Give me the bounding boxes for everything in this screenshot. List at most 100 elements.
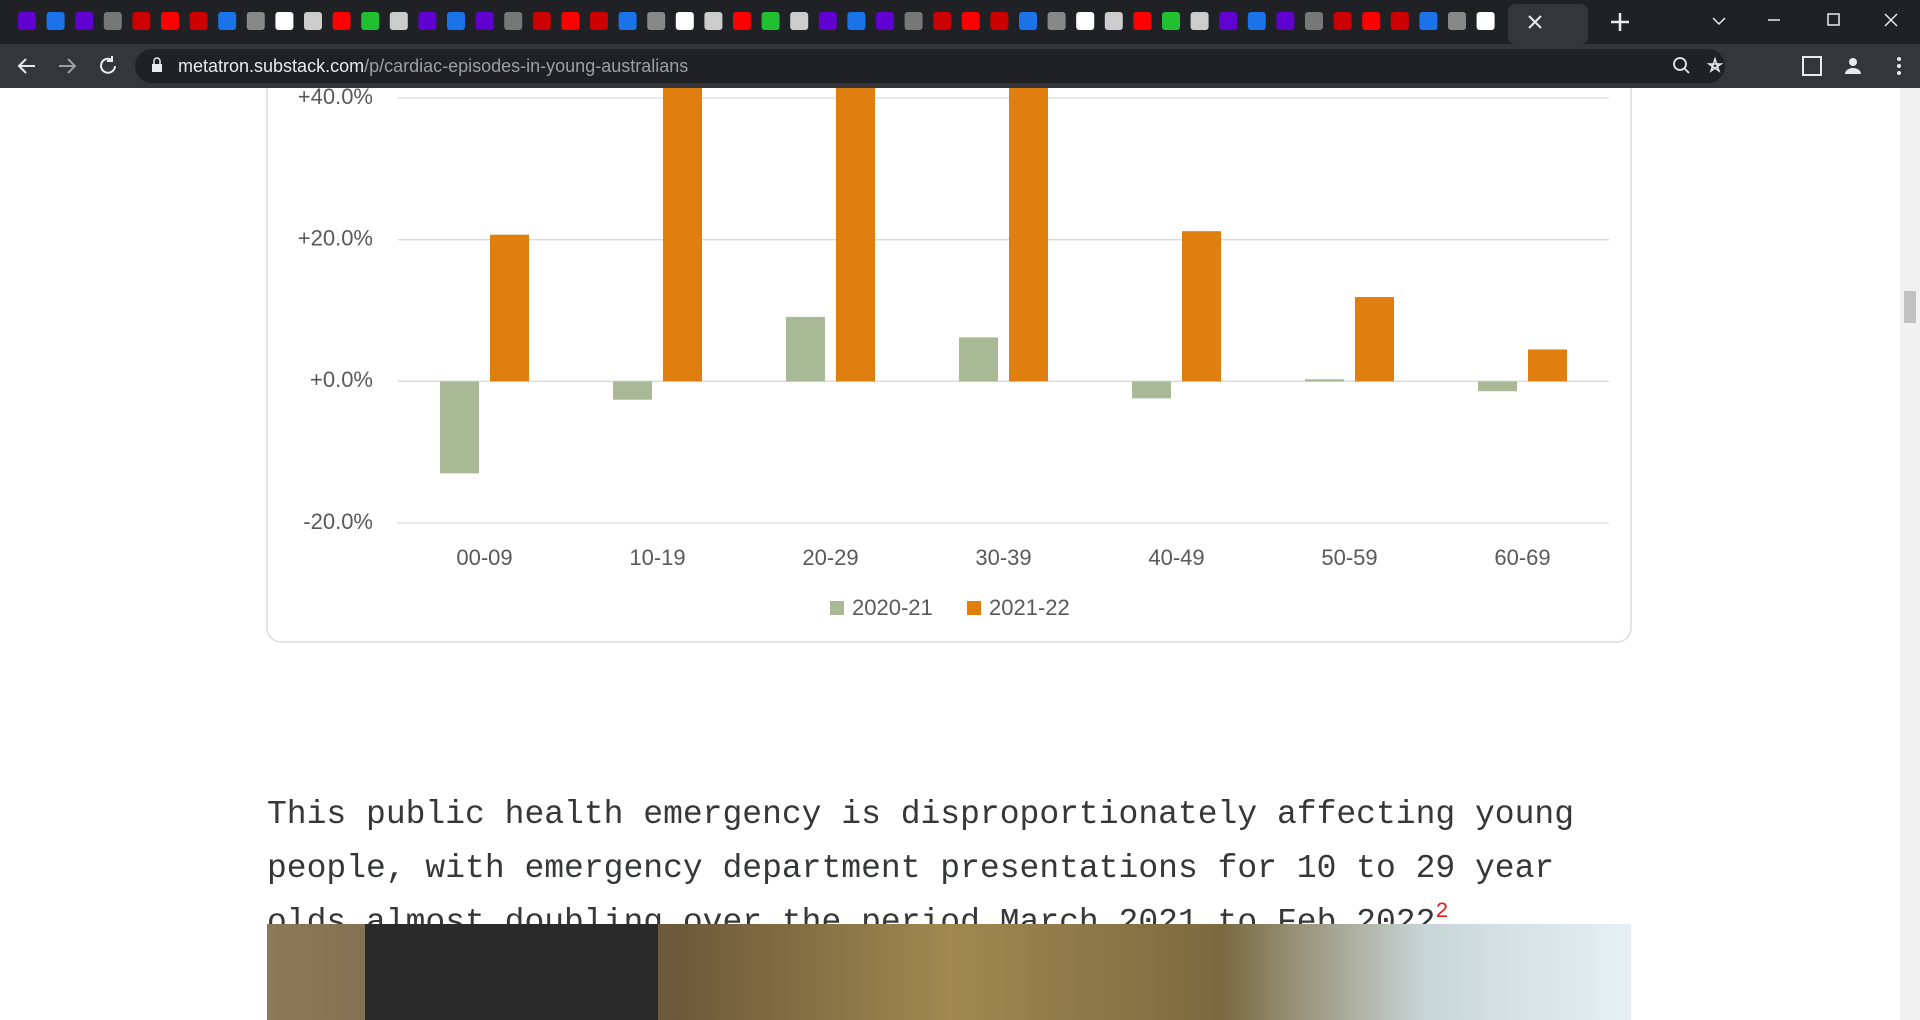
- legend-label: 2021-22: [989, 595, 1070, 620]
- tab-favicon[interactable]: [704, 12, 723, 30]
- url-path: /p/cardiac-episodes-in-young-australians: [364, 56, 689, 76]
- back[interactable]: [17, 58, 35, 74]
- close-window[interactable]: [1884, 13, 1898, 27]
- url[interactable]: metatron.substack.com/p/cardiac-episodes…: [178, 54, 688, 78]
- tab-favicon[interactable]: [990, 12, 1009, 30]
- restore[interactable]: [1827, 13, 1840, 26]
- tab-favicon[interactable]: [1333, 12, 1352, 30]
- tab-favicon[interactable]: [532, 12, 551, 30]
- tab-favicon[interactable]: [132, 12, 151, 30]
- tab-favicon[interactable]: [1476, 12, 1495, 30]
- tab-favicon[interactable]: [246, 12, 265, 30]
- tab-favicon[interactable]: [876, 12, 894, 30]
- tab-favicon[interactable]: [1247, 12, 1266, 30]
- x-tick-label: 60-69: [1494, 545, 1550, 570]
- x-tick-label: 00-09: [456, 545, 512, 570]
- tab-favicon[interactable]: [1305, 12, 1323, 30]
- toolbar-icons: [17, 56, 116, 74]
- active-tab[interactable]: [1508, 4, 1588, 44]
- tab-favicon[interactable]: [790, 12, 809, 30]
- toolbar: metatron.substack.com/p/cardiac-episodes…: [0, 44, 1920, 88]
- tab-favicon[interactable]: [1047, 12, 1066, 30]
- bar: [1009, 88, 1048, 382]
- tab-search[interactable]: [1712, 17, 1726, 26]
- tab-favicon[interactable]: [1162, 12, 1180, 30]
- bar: [786, 316, 825, 382]
- bar: [959, 337, 998, 382]
- omnibox-icons: [152, 56, 1724, 74]
- lock-shackle: [153, 57, 161, 64]
- tab-favicon[interactable]: [818, 12, 837, 30]
- tab-favicon[interactable]: [847, 12, 866, 30]
- legend-label: 2020-21: [852, 595, 933, 620]
- tab-favicon[interactable]: [1019, 12, 1037, 30]
- footnote[interactable]: 2: [1435, 899, 1449, 924]
- tab-favicon[interactable]: [1190, 12, 1209, 30]
- tab-favicon[interactable]: [904, 12, 923, 30]
- bar: [1182, 231, 1221, 382]
- scrollbar[interactable]: [1900, 88, 1920, 1020]
- tab-favicon[interactable]: [1104, 12, 1123, 30]
- tab-favicon[interactable]: [361, 12, 380, 30]
- tab-favicon[interactable]: [332, 12, 351, 30]
- scroll-thumb[interactable]: [1904, 291, 1916, 323]
- tab-favicon[interactable]: [218, 12, 237, 30]
- x-tick-label: 50-59: [1321, 545, 1377, 570]
- tab-favicon[interactable]: [18, 12, 36, 30]
- tab-favicon[interactable]: [275, 12, 294, 30]
- tab-favicon[interactable]: [1076, 12, 1095, 30]
- x-tick-label: 40-49: [1148, 545, 1204, 570]
- x-tick-label: 30-39: [975, 545, 1031, 570]
- tab-favicon[interactable]: [75, 12, 94, 30]
- tab-favicon[interactable]: [1419, 12, 1438, 30]
- tab-favicon[interactable]: [1276, 12, 1295, 30]
- tab-favicon[interactable]: [389, 12, 408, 30]
- bar: [663, 88, 702, 382]
- tab-favicon[interactable]: [161, 12, 179, 30]
- tab-favicon[interactable]: [304, 12, 322, 30]
- star[interactable]: [1706, 56, 1724, 73]
- forward[interactable]: [59, 58, 77, 74]
- tab-strip: [0, 0, 1920, 44]
- tab-favicon[interactable]: [647, 12, 666, 30]
- tab-favicon[interactable]: [961, 12, 980, 30]
- bar: [1355, 297, 1394, 382]
- bar: [1478, 381, 1517, 392]
- tab-favicon[interactable]: [475, 12, 494, 30]
- chart: -20.0% +0.0% +20.0% +40.0% 00-09 10-19 20-29 30…: [266, 88, 1632, 643]
- tab-favicon[interactable]: [418, 12, 437, 30]
- tab-favicon[interactable]: [1219, 12, 1238, 30]
- zoom-handle: [1683, 67, 1690, 74]
- tab-favicon[interactable]: [189, 12, 208, 30]
- header-image: [267, 924, 1631, 1020]
- tab-favicon[interactable]: [733, 12, 751, 30]
- lock[interactable]: [152, 64, 162, 72]
- tab-favicon[interactable]: [103, 12, 122, 30]
- reload[interactable]: [100, 56, 116, 74]
- zoom[interactable]: [1673, 57, 1687, 71]
- new-tab[interactable]: [1611, 13, 1629, 31]
- tab-icons: [18, 4, 1898, 44]
- tab-favicon[interactable]: [590, 12, 608, 30]
- y-tick-label: +0.0%: [310, 367, 373, 392]
- tab-favicon[interactable]: [761, 12, 780, 30]
- close-tab[interactable]: [1528, 15, 1542, 29]
- tab-favicon[interactable]: [675, 12, 694, 30]
- tab-favicon[interactable]: [1390, 12, 1409, 30]
- omnibox[interactable]: [135, 49, 1725, 83]
- tab-favicon[interactable]: [1362, 12, 1381, 30]
- tab-favicon[interactable]: [504, 12, 523, 30]
- tab-favicon[interactable]: [1133, 12, 1152, 30]
- tab-favicon[interactable]: [46, 12, 65, 30]
- tab-favicon[interactable]: [447, 12, 465, 30]
- bar: [1305, 379, 1344, 382]
- y-tick-label: -20.0%: [303, 509, 373, 534]
- tab-favicon[interactable]: [561, 12, 580, 30]
- tab-favicon[interactable]: [933, 12, 952, 30]
- tab-favicon[interactable]: [1448, 12, 1466, 30]
- crest-panel: [365, 924, 658, 1020]
- x-tick-label: 10-19: [629, 545, 685, 570]
- y-tick-label: +20.0%: [298, 225, 373, 250]
- tab-favicon[interactable]: [618, 12, 637, 30]
